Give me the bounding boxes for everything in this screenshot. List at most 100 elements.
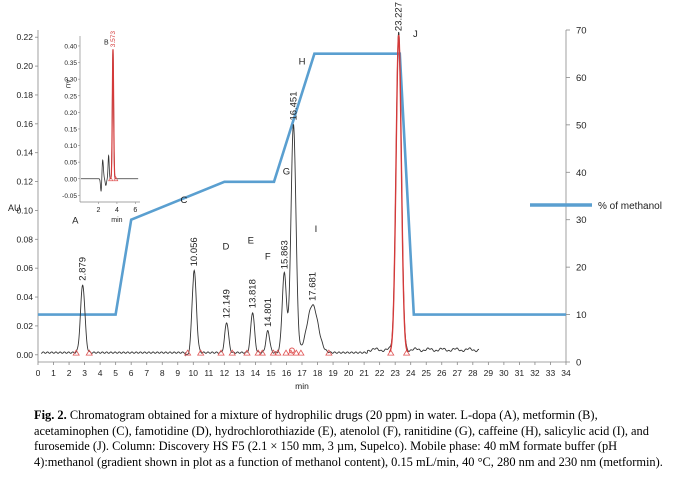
figure-caption: Fig. 2. Chromatogram obtained for a mixt… (34, 408, 664, 470)
gradient-layer (38, 52, 566, 316)
inset-trace (80, 49, 139, 192)
left-tick-label: 0.04 (16, 292, 33, 302)
x-tick-label: 29 (484, 368, 494, 378)
inset-peak-letter: B (104, 39, 109, 46)
figure-label: Fig. 2. (34, 408, 67, 422)
inset-retention-time-label: 3.573 (110, 31, 117, 48)
x-tick-label: 32 (530, 368, 540, 378)
integration-marker (274, 349, 282, 356)
x-tick-label: 15 (266, 368, 276, 378)
integration-marker (85, 349, 93, 356)
integration-marker (282, 349, 290, 356)
peak-letter-label: G (283, 166, 290, 177)
legend: % of methanol (530, 201, 662, 212)
label-layer: 2.879 10.056 12.149 13.818 14.801 15.863 16.45… (72, 2, 418, 327)
left-axis-label: AU (8, 203, 21, 213)
integration-marker (288, 347, 295, 354)
integration-marker (183, 349, 192, 356)
right-tick-label: 30 (576, 215, 587, 226)
legend-label: % of methanol (598, 201, 662, 212)
main-axes: 0.00 0.02 0.04 0.06 0.08 0.10 0.12 0.14 0.16 0.18… (8, 26, 587, 392)
x-tick-label: 23 (390, 368, 400, 378)
x-tick-label: 13 (235, 368, 245, 378)
inset-y-tick-label: 0.30 (64, 77, 77, 84)
inset-y-tick-label: 0.05 (64, 160, 77, 167)
caption-text: Chromatogram obtained for a mixture of h… (34, 408, 663, 469)
inset-y-tick-label: 0.10 (64, 143, 77, 150)
x-tick-label: 34 (561, 368, 571, 378)
left-tick-label: 0.06 (16, 263, 33, 273)
inset-y-tick-label: 0.40 (64, 43, 77, 50)
inset-x-axis-label: min (111, 217, 122, 224)
x-tick-label: 9 (175, 368, 180, 378)
inset-peak-highlight (110, 49, 116, 180)
integration-marker (297, 349, 305, 356)
x-tick-label: 12 (220, 368, 230, 378)
x-tick-label: 16 (282, 368, 292, 378)
x-tick-label: 28 (468, 368, 478, 378)
left-tick-label: 0.12 (16, 177, 33, 187)
x-tick-label: 4 (98, 368, 103, 378)
retention-time-label: 17.681 (308, 272, 319, 301)
integration-marker (228, 349, 236, 356)
left-tick-label: 0.00 (16, 350, 33, 360)
right-tick-label: 60 (576, 73, 587, 84)
left-tick-label: 0.20 (16, 61, 33, 71)
peak-letter-label: J (413, 29, 418, 40)
x-tick-label: 2 (67, 368, 72, 378)
x-tick-label: 25 (422, 368, 432, 378)
inset-x-tick-label: 2 (97, 207, 101, 214)
integration-marker (269, 349, 278, 356)
x-tick-label: 5 (113, 368, 118, 378)
left-tick-label: 0.16 (16, 119, 33, 129)
inset-y-tick-label: 0.25 (64, 93, 77, 100)
retention-time-label: 12.149 (222, 289, 233, 318)
integration-marker (254, 349, 262, 356)
integration-marker (196, 349, 205, 356)
x-tick-label: 1 (51, 368, 56, 378)
x-tick-label: 19 (328, 368, 338, 378)
integration-marker (217, 349, 225, 356)
retention-time-label: 13.818 (248, 279, 259, 308)
x-tick-label: 0 (36, 368, 41, 378)
left-tick-label: 0.10 (16, 205, 33, 215)
inset-integration-marker (108, 175, 114, 182)
right-tick-label: 70 (576, 26, 587, 37)
x-tick-label: 18 (313, 368, 323, 378)
integration-marker (243, 349, 251, 356)
retention-time-label: 14.801 (263, 298, 274, 327)
x-tick-label: 6 (129, 368, 134, 378)
inset-y-tick-label: 0.20 (64, 110, 77, 117)
x-tick-label: 20 (344, 368, 354, 378)
x-tick-label: 17 (297, 368, 307, 378)
retention-time-label: 16.451 (288, 91, 299, 120)
inset-y-tick-label: 0.15 (64, 126, 77, 133)
peak-letter-label: A (72, 215, 79, 226)
inset-x-tick-label: 4 (115, 207, 119, 214)
x-tick-label: 24 (406, 368, 416, 378)
integration-marker (292, 349, 300, 356)
x-tick-label: 31 (515, 368, 525, 378)
left-tick-label: 0.02 (16, 321, 33, 331)
left-tick-label: 0.18 (16, 90, 33, 100)
x-axis-label: min (295, 381, 309, 391)
peak-letter-label: C (181, 195, 188, 206)
inset-y-tick-label: 0.00 (64, 176, 77, 183)
inset-y-tick-label: -0.05 (62, 193, 77, 200)
x-tick-label: 14 (251, 368, 261, 378)
x-tick-label: 8 (160, 368, 165, 378)
retention-time-label: 10.056 (189, 237, 200, 266)
x-tick-label: 30 (499, 368, 509, 378)
left-tick-label: 0.08 (16, 234, 33, 244)
chromatogram-chart: 0.00 0.02 0.04 0.06 0.08 0.10 0.12 0.14 0.16 0.18… (8, 2, 662, 392)
x-tick-label: 11 (204, 368, 213, 378)
trace-layer (41, 31, 480, 357)
right-tick-label: 0 (576, 358, 581, 369)
x-tick-label: 27 (453, 368, 463, 378)
integration-marker (258, 349, 266, 356)
retention-time-label: 23.227 (394, 2, 405, 31)
peak-j-highlight (388, 34, 409, 353)
gradient-line (38, 52, 566, 316)
inset-y-axis-label: AU (64, 79, 71, 88)
left-tick-label: 0.14 (16, 148, 33, 158)
